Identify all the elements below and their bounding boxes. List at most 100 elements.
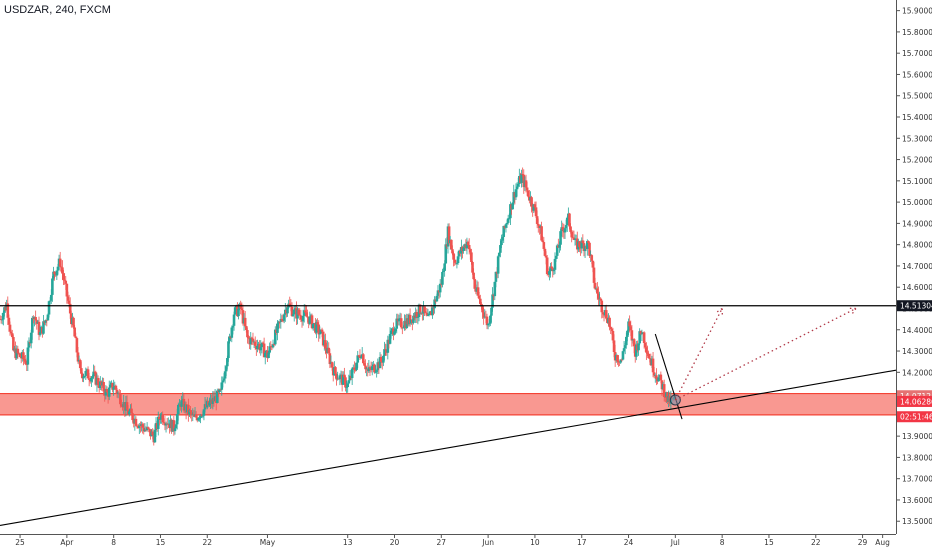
candle-body <box>378 357 382 369</box>
candle-body <box>317 324 321 335</box>
candle-body <box>189 410 192 413</box>
candle-body <box>271 344 275 348</box>
candle-body <box>202 409 206 416</box>
candle-body <box>545 257 549 275</box>
candle-body <box>415 312 419 318</box>
candle-body <box>533 204 537 208</box>
candle-body <box>399 318 403 328</box>
candle-body <box>359 357 363 358</box>
candle-body <box>540 226 543 241</box>
candle-body <box>534 207 538 217</box>
candle-body <box>554 255 558 259</box>
candle-body <box>107 387 111 397</box>
candle-body <box>26 347 30 365</box>
candle-body <box>119 393 122 405</box>
candle-body <box>433 299 436 309</box>
candle-body <box>2 312 5 320</box>
candle-body <box>302 310 306 316</box>
candle-body <box>246 330 249 338</box>
candle-body <box>630 330 634 341</box>
candle-body <box>456 256 460 264</box>
candle-body <box>344 377 347 388</box>
candle-body <box>276 323 279 333</box>
candle-body <box>639 331 643 334</box>
candle-body <box>321 331 325 346</box>
candle-body <box>535 216 539 224</box>
x-tick-label: 13 <box>343 538 353 547</box>
candle-body <box>343 374 346 378</box>
candle-body <box>502 225 506 237</box>
candle-body <box>353 367 356 370</box>
candle-body <box>127 411 131 415</box>
y-tick-label: 14.20000 <box>902 368 932 377</box>
candle-body <box>58 258 62 267</box>
candle-body <box>491 294 494 308</box>
candle-body <box>286 307 289 314</box>
candle-body <box>379 357 383 362</box>
candle-body <box>297 309 300 315</box>
candle-body <box>111 382 114 390</box>
candle-body <box>38 331 42 335</box>
candle-body <box>514 189 518 198</box>
candle-body <box>659 374 663 381</box>
candle-body <box>558 244 561 248</box>
candle-body <box>233 307 237 315</box>
y-tick-label: 14.30000 <box>902 347 932 356</box>
candle-body <box>622 348 626 352</box>
candle-body <box>382 355 385 363</box>
candle-body <box>443 263 446 271</box>
x-tick-label: May <box>260 538 276 547</box>
candle-body <box>472 272 475 280</box>
candle-body <box>515 186 519 190</box>
candle-body <box>604 310 608 319</box>
candle-body <box>564 225 568 229</box>
candle-body <box>609 327 613 330</box>
candle-body <box>500 240 503 246</box>
candle-body <box>177 404 180 415</box>
candle-body <box>426 315 430 317</box>
candle-body <box>620 359 624 361</box>
candle-body <box>516 183 520 187</box>
candle-body <box>316 322 319 325</box>
projection-arrow <box>675 307 857 401</box>
y-tick-label: 13.90000 <box>902 432 932 441</box>
candle-body <box>146 427 150 429</box>
projection-arrowhead <box>714 307 723 315</box>
candle-body <box>657 377 660 382</box>
candle-body <box>198 418 201 419</box>
candle-body <box>259 347 263 351</box>
candle-body <box>42 321 45 334</box>
candle-body <box>640 333 644 335</box>
candle-body <box>504 224 508 228</box>
candle-body <box>480 303 483 306</box>
candle-body <box>120 404 123 407</box>
candle-body <box>216 390 219 403</box>
candle-body <box>8 324 12 332</box>
y-tick-label: 15.40000 <box>902 113 932 122</box>
candle-body <box>551 268 555 272</box>
time-axis-bg <box>0 534 932 550</box>
candle-body <box>109 384 112 388</box>
candle-body <box>59 266 63 268</box>
candle-body <box>550 266 553 269</box>
candle-body <box>465 241 469 249</box>
candle-body <box>628 321 631 327</box>
candles-layer <box>0 167 896 446</box>
candle-body <box>327 347 331 354</box>
candle-body <box>224 366 228 372</box>
candle-body <box>200 414 204 416</box>
candle-body <box>223 371 227 379</box>
candle-body <box>384 349 387 350</box>
candle-body <box>64 280 68 284</box>
candle-body <box>479 298 482 304</box>
candle-body <box>262 343 266 358</box>
candle-body <box>509 204 512 219</box>
candle-body <box>346 383 350 388</box>
candle-body <box>453 259 456 263</box>
candle-body <box>78 360 82 369</box>
candle-body <box>114 385 118 390</box>
candle-body <box>93 371 97 373</box>
candle-body <box>424 312 428 314</box>
candle-body <box>288 303 292 306</box>
